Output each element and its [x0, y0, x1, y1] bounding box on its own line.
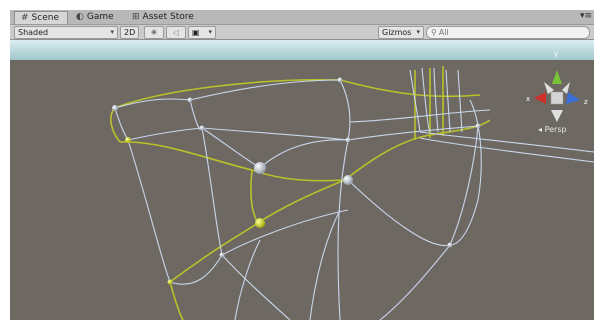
- vertex-handle[interactable]: [187, 97, 193, 103]
- toggle-2d-label: 2D: [124, 28, 136, 37]
- scene-toolbar: Shaded ▾ 2D ✳ ◁ ▣ ▾ Gizmos ▾ ⚲ All: [10, 25, 594, 40]
- scene-search-input[interactable]: ⚲ All: [426, 26, 590, 39]
- orientation-gizmo[interactable]: [534, 70, 580, 122]
- effects-dropdown[interactable]: ▣ ▾: [188, 26, 216, 39]
- vertex-handle[interactable]: [199, 125, 205, 131]
- tab-scene[interactable]: # Scene: [14, 11, 68, 24]
- chevron-down-icon: ▾: [110, 28, 114, 36]
- z-axis-cone[interactable]: [566, 92, 580, 104]
- sky-horizon: [10, 40, 594, 60]
- gizmo-x-label: x: [526, 95, 531, 103]
- chevron-down-icon: ▾: [208, 28, 212, 36]
- scene-viewport[interactable]: y x z ◂ Persp: [10, 40, 594, 320]
- tab-scene-label: Scene: [31, 12, 59, 23]
- toggle-2d-button[interactable]: 2D: [120, 26, 140, 39]
- audio-toggle[interactable]: ◁: [166, 26, 186, 39]
- cart-icon: ⊞: [132, 12, 140, 22]
- gizmo-center-cube[interactable]: [550, 91, 564, 105]
- tab-bar: # Scene ◐ Game ⊞ Asset Store ▾≡: [10, 10, 594, 25]
- gizmos-label: Gizmos: [382, 28, 412, 37]
- image-icon: ▣: [192, 28, 200, 37]
- vertex-handles: [112, 77, 481, 285]
- projection-label: Persp: [544, 125, 567, 134]
- mesh-wireframe: [114, 67, 594, 320]
- vertex-handle[interactable]: [343, 175, 353, 185]
- tab-game[interactable]: ◐ Game: [70, 11, 124, 24]
- pacman-icon: ◐: [76, 12, 84, 22]
- grid-icon: #: [21, 12, 29, 23]
- gizmos-dropdown[interactable]: Gizmos ▾: [378, 26, 424, 39]
- shading-mode-value: Shaded: [18, 28, 49, 37]
- neg-z-axis-cone[interactable]: [562, 82, 570, 94]
- vertex-handle[interactable]: [167, 279, 173, 285]
- speaker-icon: ◁: [172, 28, 180, 37]
- neg-x-axis-cone[interactable]: [544, 82, 554, 94]
- vertex-handle[interactable]: [255, 218, 265, 228]
- scene-canvas: [10, 40, 594, 320]
- tab-game-label: Game: [86, 12, 114, 22]
- projection-toggle[interactable]: ◂ Persp: [538, 125, 567, 134]
- selected-mesh-outline: [110, 66, 491, 320]
- neg-y-axis-cone[interactable]: [551, 110, 563, 122]
- sun-icon: ✳: [150, 28, 158, 37]
- tab-asset-store[interactable]: ⊞ Asset Store: [126, 11, 210, 24]
- tab-asset-store-label: Asset Store: [142, 12, 194, 22]
- chevron-down-icon: ▾: [416, 28, 420, 36]
- search-value: All: [438, 28, 449, 37]
- y-axis-cone[interactable]: [552, 70, 562, 84]
- gizmo-y-label: y: [554, 50, 559, 58]
- lighting-toggle[interactable]: ✳: [144, 26, 164, 39]
- ground-plane: [10, 60, 594, 320]
- vertex-handle[interactable]: [475, 123, 481, 129]
- x-axis-cone[interactable]: [534, 92, 546, 104]
- vertex-handle[interactable]: [112, 105, 118, 111]
- vertex-handle[interactable]: [254, 162, 266, 174]
- vertex-handle[interactable]: [219, 252, 225, 258]
- vertex-handle[interactable]: [125, 137, 131, 143]
- gizmo-z-label: z: [584, 98, 588, 106]
- vertex-handle[interactable]: [447, 242, 453, 248]
- scene-view-window: # Scene ◐ Game ⊞ Asset Store ▾≡ Shaded ▾…: [10, 10, 594, 320]
- persp-arrow-icon: ◂: [538, 125, 543, 134]
- shading-mode-dropdown[interactable]: Shaded ▾: [14, 26, 118, 39]
- search-icon: ⚲: [431, 28, 437, 37]
- vertex-handle[interactable]: [345, 137, 351, 143]
- window-menu-icon[interactable]: ▾≡: [579, 11, 592, 21]
- vertex-handle[interactable]: [337, 77, 343, 83]
